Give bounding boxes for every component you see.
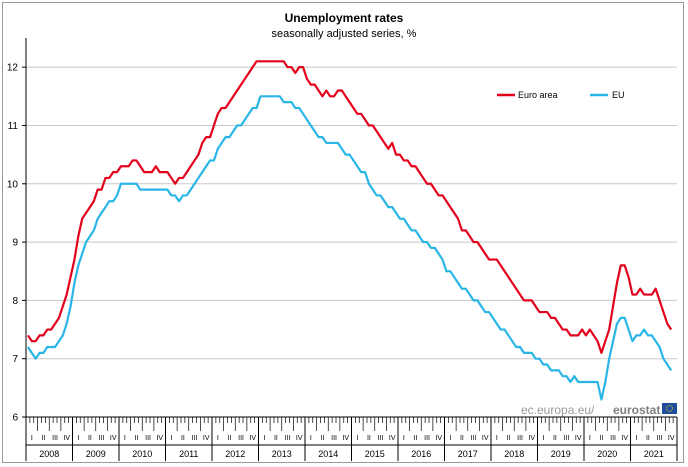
quarter-tick-label: I xyxy=(77,435,79,442)
quarter-tick-label: III xyxy=(424,435,430,442)
quarter-tick-label: IV xyxy=(435,435,442,442)
quarter-tick-label: IV xyxy=(482,435,489,442)
quarter-tick-label: I xyxy=(217,435,219,442)
quarter-tick-label: III xyxy=(517,435,523,442)
quarter-tick-label: IV xyxy=(342,435,349,442)
quarter-tick-label: IV xyxy=(296,435,303,442)
quarter-tick-label: II xyxy=(274,435,278,442)
chart-subtitle: seasonally adjusted series, % xyxy=(272,28,417,40)
quarter-tick-label: I xyxy=(310,435,312,442)
quarter-tick-label: IV xyxy=(156,435,163,442)
quarter-tick-label: III xyxy=(564,435,570,442)
quarter-tick-label: I xyxy=(589,435,591,442)
quarter-tick-label: II xyxy=(134,435,138,442)
y-tick-label: 6 xyxy=(12,413,18,424)
y-tick-label: 11 xyxy=(8,121,19,132)
quarter-tick-label: II xyxy=(646,435,650,442)
y-tick-label: 10 xyxy=(7,179,19,190)
y-tick-label: 8 xyxy=(12,296,18,307)
quarter-tick-label: IV xyxy=(528,435,535,442)
quarter-tick-label: I xyxy=(124,435,126,442)
quarter-tick-label: I xyxy=(496,435,498,442)
quarter-tick-label: I xyxy=(542,435,544,442)
quarter-tick-label: I xyxy=(170,435,172,442)
quarter-tick-label: III xyxy=(610,435,616,442)
quarter-tick-label: II xyxy=(227,435,231,442)
quarter-tick-label: I xyxy=(403,435,405,442)
quarter-tick-label: IV xyxy=(575,435,582,442)
series-lines xyxy=(27,60,673,401)
y-tick-label: 7 xyxy=(12,354,18,365)
year-tick-label: 2020 xyxy=(597,449,617,459)
year-tick-label: 2010 xyxy=(132,449,152,459)
legend: Euro area EU xyxy=(497,90,625,100)
year-tick-label: 2015 xyxy=(365,449,385,459)
source-brand: eurostat xyxy=(613,403,660,417)
quarter-tick-label: III xyxy=(192,435,198,442)
quarter-tick-label: III xyxy=(378,435,384,442)
year-tick-label: 2009 xyxy=(86,449,106,459)
quarter-tick-label: II xyxy=(320,435,324,442)
quarter-tick-label: II xyxy=(181,435,185,442)
quarter-tick-label: III xyxy=(331,435,337,442)
quarter-tick-label: III xyxy=(471,435,477,442)
quarter-tick-label: I xyxy=(635,435,637,442)
quarter-tick-label: I xyxy=(31,435,33,442)
series-line-euro-area xyxy=(27,60,673,354)
quarter-tick-label: III xyxy=(285,435,291,442)
eu-flag-icon xyxy=(662,403,677,414)
year-tick-label: 2019 xyxy=(551,449,571,459)
quarter-tick-label: III xyxy=(657,435,663,442)
year-tick-label: 2008 xyxy=(39,449,59,459)
year-tick-label: 2011 xyxy=(179,449,198,459)
year-tick-label: 2013 xyxy=(272,449,292,459)
y-tick-label: 12 xyxy=(7,63,19,74)
quarter-tick-label: IV xyxy=(203,435,210,442)
quarter-tick-label: III xyxy=(52,435,58,442)
quarter-tick-label: IV xyxy=(110,435,117,442)
quarter-tick-label: II xyxy=(367,435,371,442)
series-line-eu xyxy=(27,95,673,401)
quarter-tick-label: IV xyxy=(389,435,396,442)
y-axis: 6 7 8 9 10 11 12 xyxy=(7,38,27,424)
quarter-tick-label: I xyxy=(449,435,451,442)
grid xyxy=(26,66,677,360)
quarter-tick-label: III xyxy=(238,435,244,442)
quarter-tick-label: I xyxy=(356,435,358,442)
quarter-tick-label: II xyxy=(41,435,45,442)
source-prefix: ec.europa.eu/ xyxy=(521,403,595,417)
source-credit: ec.europa.eu/ eurostat xyxy=(521,403,677,417)
chart-title: Unemployment rates xyxy=(285,11,404,25)
year-tick-label: 2021 xyxy=(644,449,664,459)
quarter-tick-label: II xyxy=(413,435,417,442)
quarter-tick-label: III xyxy=(145,435,151,442)
eu-flag-stars xyxy=(666,405,673,412)
quarter-tick-label: IV xyxy=(249,435,256,442)
quarter-tick-label: IV xyxy=(63,435,70,442)
year-tick-label: 2018 xyxy=(504,449,524,459)
year-tick-label: 2016 xyxy=(411,449,431,459)
chart-frame xyxy=(2,2,684,463)
y-tick-label: 9 xyxy=(12,238,18,249)
quarter-tick-label: II xyxy=(506,435,510,442)
quarter-tick-label: II xyxy=(553,435,557,442)
quarter-tick-label: IV xyxy=(621,435,628,442)
quarter-tick-label: II xyxy=(599,435,603,442)
legend-label-euro-area: Euro area xyxy=(518,90,558,100)
year-tick-label: 2017 xyxy=(458,449,478,459)
year-tick-label: 2014 xyxy=(318,449,338,459)
quarter-tick-label: IV xyxy=(668,435,675,442)
quarter-tick-label: III xyxy=(99,435,105,442)
quarter-tick-label: II xyxy=(460,435,464,442)
quarter-tick-label: I xyxy=(263,435,265,442)
year-tick-label: 2012 xyxy=(225,449,245,459)
legend-label-eu: EU xyxy=(612,90,625,100)
quarter-tick-label: II xyxy=(88,435,92,442)
